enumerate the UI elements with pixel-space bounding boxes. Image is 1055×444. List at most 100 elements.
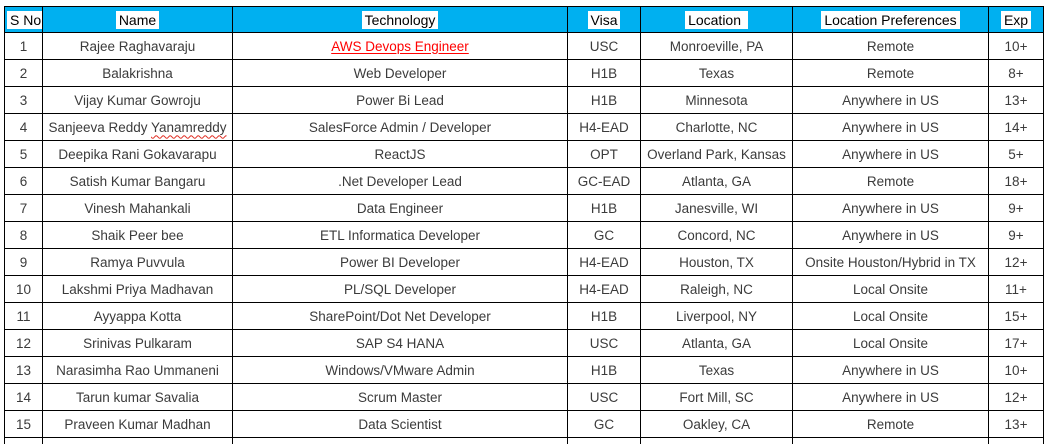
cell-technology[interactable]: SAP S4 HANA bbox=[233, 330, 568, 357]
cell-technology[interactable]: Data Engineer bbox=[233, 195, 568, 222]
cell-technology[interactable]: SalesForce Admin / Developer bbox=[233, 114, 568, 141]
cell-preference[interactable]: Anywhere in US bbox=[793, 87, 989, 114]
cell-location[interactable] bbox=[641, 438, 793, 444]
cell-visa[interactable]: H1B bbox=[568, 60, 641, 87]
cell-preference[interactable]: Remote bbox=[793, 33, 989, 60]
cell-name[interactable]: Balakrishna bbox=[43, 60, 233, 87]
cell-sno[interactable]: 3 bbox=[5, 87, 43, 114]
cell-exp[interactable]: 11+ bbox=[989, 276, 1044, 303]
cell-sno[interactable]: 13 bbox=[5, 357, 43, 384]
cell-name[interactable]: Vinesh Mahankali bbox=[43, 195, 233, 222]
cell-location[interactable]: Atlanta, GA bbox=[641, 168, 793, 195]
cell-technology[interactable]: Windows/VMware Admin bbox=[233, 357, 568, 384]
cell-technology[interactable]: ETL Informatica Developer bbox=[233, 222, 568, 249]
cell-sno[interactable]: 8 bbox=[5, 222, 43, 249]
cell-technology[interactable]: Power BI Developer bbox=[233, 249, 568, 276]
cell-preference[interactable]: Remote bbox=[793, 168, 989, 195]
cell-preference[interactable]: Anywhere in US bbox=[793, 222, 989, 249]
cell-name[interactable]: Narasimha Rao Ummaneni bbox=[43, 357, 233, 384]
cell-exp[interactable]: 10+ bbox=[989, 357, 1044, 384]
cell-visa[interactable]: USC bbox=[568, 384, 641, 411]
cell-sno[interactable]: 14 bbox=[5, 384, 43, 411]
cell-visa[interactable]: H1B bbox=[568, 357, 641, 384]
cell-preference[interactable]: Onsite Houston/Hybrid in TX bbox=[793, 249, 989, 276]
cell-visa[interactable] bbox=[568, 438, 641, 444]
cell-technology[interactable]: Data Scientist bbox=[233, 411, 568, 438]
cell-sno[interactable]: 11 bbox=[5, 303, 43, 330]
cell-technology[interactable]: AWS Devops Engineer bbox=[233, 33, 568, 60]
header-technology[interactable]: Technology bbox=[233, 7, 568, 33]
header-exp[interactable]: Exp bbox=[989, 7, 1044, 33]
cell-name[interactable]: Vijay Kumar Gowroju bbox=[43, 87, 233, 114]
cell-sno[interactable]: 10 bbox=[5, 276, 43, 303]
cell-name[interactable]: Shaik Peer bee bbox=[43, 222, 233, 249]
cell-location[interactable]: Janesville, WI bbox=[641, 195, 793, 222]
cell-exp[interactable]: 12+ bbox=[989, 384, 1044, 411]
cell-preference[interactable]: Anywhere in US bbox=[793, 195, 989, 222]
cell-preference[interactable] bbox=[793, 438, 989, 444]
cell-visa[interactable]: H4-EAD bbox=[568, 114, 641, 141]
header-name[interactable]: Name bbox=[43, 7, 233, 33]
cell-sno[interactable] bbox=[5, 438, 43, 444]
cell-visa[interactable]: H1B bbox=[568, 87, 641, 114]
cell-visa[interactable]: USC bbox=[568, 330, 641, 357]
cell-name[interactable]: Tarun kumar Savalia bbox=[43, 384, 233, 411]
cell-visa[interactable]: H4-EAD bbox=[568, 276, 641, 303]
cell-exp[interactable]: 18+ bbox=[989, 168, 1044, 195]
cell-exp[interactable]: 12+ bbox=[989, 249, 1044, 276]
cell-name[interactable]: Ayyappa Kotta bbox=[43, 303, 233, 330]
cell-name[interactable] bbox=[43, 438, 233, 444]
cell-visa[interactable]: GC bbox=[568, 222, 641, 249]
cell-preference[interactable]: Anywhere in US bbox=[793, 384, 989, 411]
cell-name[interactable]: Sanjeeva Reddy Yanamreddy bbox=[43, 114, 233, 141]
cell-location[interactable]: Minnesota bbox=[641, 87, 793, 114]
header-location[interactable]: Location bbox=[641, 7, 793, 33]
cell-visa[interactable]: H4-EAD bbox=[568, 249, 641, 276]
cell-technology[interactable]: Web Developer bbox=[233, 60, 568, 87]
cell-visa[interactable]: GC-EAD bbox=[568, 168, 641, 195]
cell-sno[interactable]: 7 bbox=[5, 195, 43, 222]
cell-exp[interactable]: 9+ bbox=[989, 222, 1044, 249]
cell-visa[interactable]: H1B bbox=[568, 195, 641, 222]
cell-technology[interactable]: PL/SQL Developer bbox=[233, 276, 568, 303]
cell-location[interactable]: Atlanta, GA bbox=[641, 330, 793, 357]
cell-sno[interactable]: 5 bbox=[5, 141, 43, 168]
header-sno[interactable]: S No bbox=[5, 7, 43, 33]
cell-technology[interactable]: SharePoint/Dot Net Developer bbox=[233, 303, 568, 330]
cell-name[interactable]: Rajee Raghavaraju bbox=[43, 33, 233, 60]
cell-sno[interactable]: 6 bbox=[5, 168, 43, 195]
cell-visa[interactable]: USC bbox=[568, 33, 641, 60]
cell-name[interactable]: Lakshmi Priya Madhavan bbox=[43, 276, 233, 303]
cell-visa[interactable]: GC bbox=[568, 411, 641, 438]
cell-exp[interactable]: 17+ bbox=[989, 330, 1044, 357]
cell-exp[interactable]: 13+ bbox=[989, 87, 1044, 114]
cell-exp[interactable]: 13+ bbox=[989, 411, 1044, 438]
cell-visa[interactable]: H1B bbox=[568, 303, 641, 330]
cell-location[interactable]: Concord, NC bbox=[641, 222, 793, 249]
cell-sno[interactable]: 15 bbox=[5, 411, 43, 438]
cell-preference[interactable]: Local Onsite bbox=[793, 303, 989, 330]
cell-sno[interactable]: 4 bbox=[5, 114, 43, 141]
cell-name[interactable]: Satish Kumar Bangaru bbox=[43, 168, 233, 195]
header-location-preferences[interactable]: Location Preferences bbox=[793, 7, 989, 33]
technology-link[interactable]: AWS Devops Engineer bbox=[331, 39, 469, 54]
cell-sno[interactable]: 9 bbox=[5, 249, 43, 276]
cell-sno[interactable]: 2 bbox=[5, 60, 43, 87]
cell-preference[interactable]: Anywhere in US bbox=[793, 114, 989, 141]
cell-exp[interactable]: 15+ bbox=[989, 303, 1044, 330]
cell-location[interactable]: Fort Mill, SC bbox=[641, 384, 793, 411]
cell-preference[interactable]: Anywhere in US bbox=[793, 141, 989, 168]
cell-visa[interactable]: OPT bbox=[568, 141, 641, 168]
cell-preference[interactable]: Remote bbox=[793, 60, 989, 87]
cell-location[interactable]: Raleigh, NC bbox=[641, 276, 793, 303]
cell-sno[interactable]: 1 bbox=[5, 33, 43, 60]
cell-technology[interactable] bbox=[233, 438, 568, 444]
cell-location[interactable]: Texas bbox=[641, 60, 793, 87]
cell-technology[interactable]: Power Bi Lead bbox=[233, 87, 568, 114]
cell-exp[interactable]: 9+ bbox=[989, 195, 1044, 222]
cell-preference[interactable]: Anywhere in US bbox=[793, 357, 989, 384]
cell-location[interactable]: Charlotte, NC bbox=[641, 114, 793, 141]
cell-preference[interactable]: Local Onsite bbox=[793, 276, 989, 303]
cell-location[interactable]: Texas bbox=[641, 357, 793, 384]
cell-location[interactable]: Overland Park, Kansas bbox=[641, 141, 793, 168]
